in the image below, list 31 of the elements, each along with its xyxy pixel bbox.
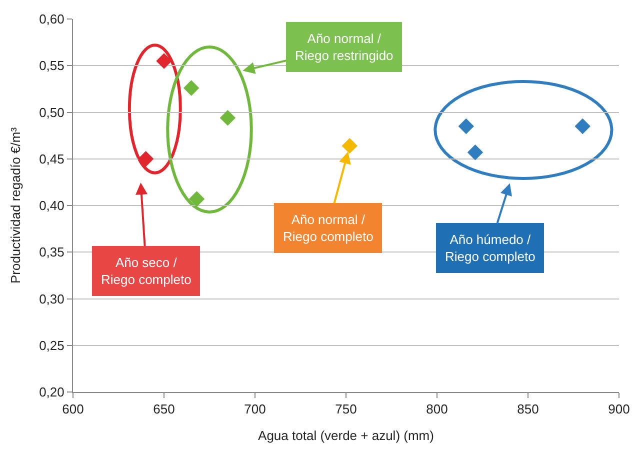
y-tick-label: 0,40 <box>39 198 64 214</box>
point <box>458 118 474 134</box>
x-tick-label: 850 <box>517 402 539 417</box>
point <box>220 110 236 126</box>
point <box>156 53 172 69</box>
y-tick-label: 0,25 <box>39 338 64 353</box>
point <box>574 118 590 134</box>
y-tick-label: 0,55 <box>39 58 64 74</box>
y-tick-label: 0,45 <box>39 151 64 166</box>
y-tick-label: 0,35 <box>39 244 64 260</box>
y-tick-label: 0,30 <box>39 291 64 306</box>
point <box>468 144 483 160</box>
x-tick-label: 650 <box>153 402 175 417</box>
annotation: Año normal / Riego completo <box>283 212 374 244</box>
x-tick-label: 750 <box>335 402 357 417</box>
x-axis-title: Agua total (verde + azul) (mm) <box>258 428 434 444</box>
y-tick-label: 0,60 <box>39 12 64 27</box>
annotation: Año normal / Riego restringido <box>295 31 394 63</box>
x-tick-label: 700 <box>244 402 266 417</box>
x-tick-label: 600 <box>62 402 84 417</box>
annotation: Año húmedo / Riego completo <box>445 232 536 264</box>
y-tick-label: 0,50 <box>39 104 64 120</box>
y-tick-label: 0,20 <box>39 384 64 400</box>
point <box>184 80 199 96</box>
x-tick-label: 900 <box>608 402 630 417</box>
x-tick-label: 800 <box>426 402 448 417</box>
point <box>342 138 358 154</box>
y-axis-title: Productividad regadío €/m³ <box>8 126 24 284</box>
point <box>189 191 204 207</box>
annotation: Año seco / Riego completo <box>101 255 192 287</box>
point <box>138 151 154 167</box>
